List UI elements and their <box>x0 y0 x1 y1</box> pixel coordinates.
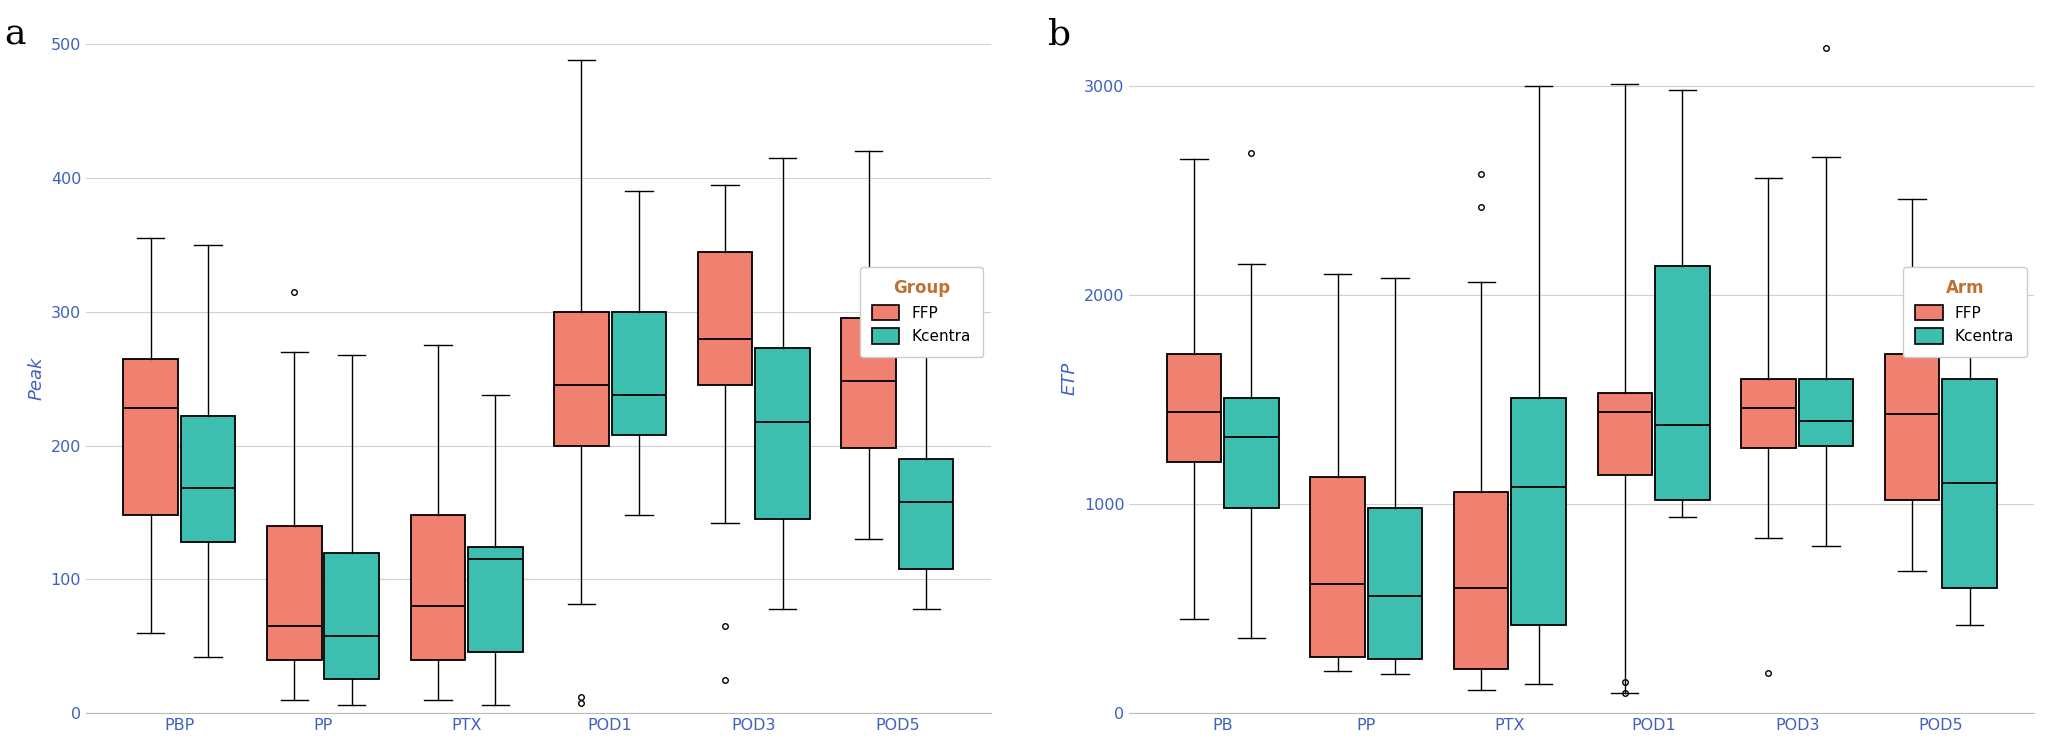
Legend: FFP, Kcentra: FFP, Kcentra <box>1903 267 2026 357</box>
PathPatch shape <box>1942 379 1997 588</box>
Text: a: a <box>4 17 27 51</box>
PathPatch shape <box>1597 394 1652 475</box>
PathPatch shape <box>1884 354 1940 500</box>
PathPatch shape <box>1369 508 1422 659</box>
PathPatch shape <box>898 459 954 569</box>
PathPatch shape <box>325 553 378 679</box>
PathPatch shape <box>1225 397 1278 508</box>
PathPatch shape <box>612 311 666 435</box>
PathPatch shape <box>1510 397 1566 626</box>
PathPatch shape <box>756 348 810 520</box>
PathPatch shape <box>267 526 321 660</box>
PathPatch shape <box>123 359 179 515</box>
PathPatch shape <box>1311 477 1365 657</box>
PathPatch shape <box>1654 265 1710 500</box>
PathPatch shape <box>181 416 236 542</box>
PathPatch shape <box>699 252 752 385</box>
Y-axis label: Peak: Peak <box>27 357 45 400</box>
PathPatch shape <box>555 311 608 446</box>
PathPatch shape <box>411 515 464 660</box>
PathPatch shape <box>840 318 896 449</box>
PathPatch shape <box>1798 379 1854 446</box>
Text: b: b <box>1048 17 1071 51</box>
PathPatch shape <box>1455 492 1508 670</box>
Y-axis label: ETP: ETP <box>1060 362 1079 395</box>
PathPatch shape <box>1741 379 1796 448</box>
Legend: FFP, Kcentra: FFP, Kcentra <box>859 267 982 357</box>
PathPatch shape <box>469 547 522 651</box>
PathPatch shape <box>1167 354 1221 462</box>
